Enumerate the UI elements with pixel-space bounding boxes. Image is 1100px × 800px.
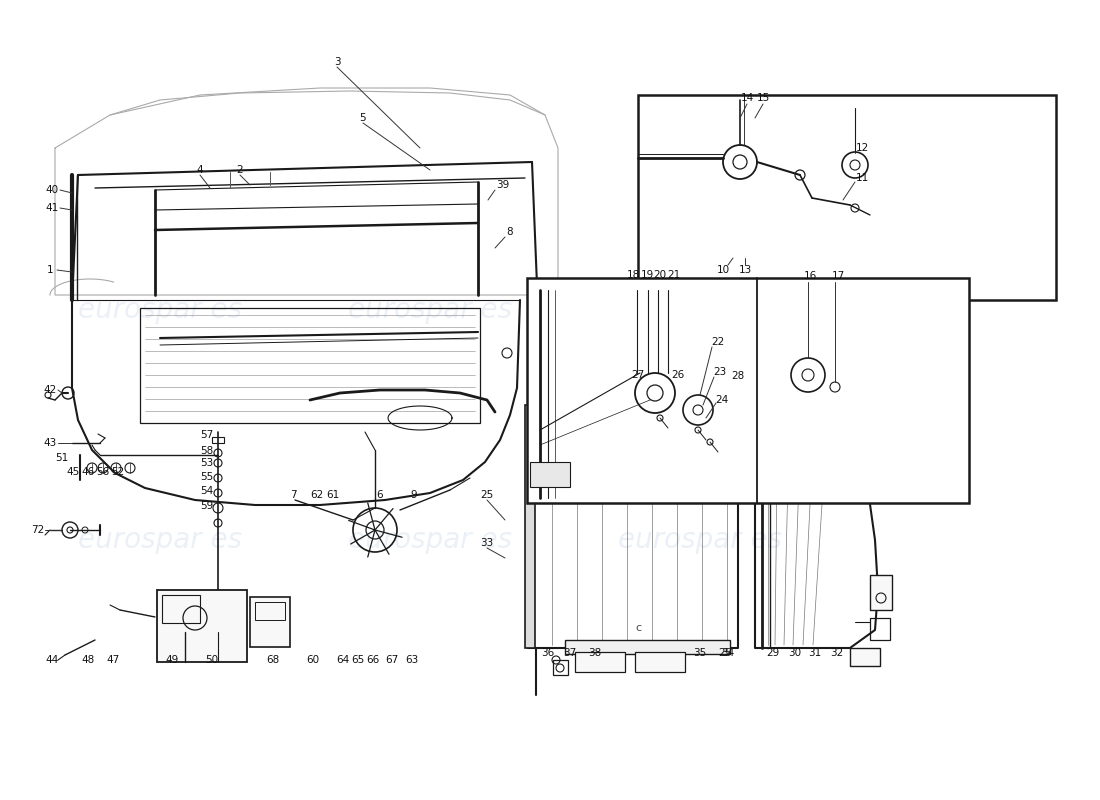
- Text: 39: 39: [496, 180, 509, 190]
- Text: 32: 32: [830, 648, 844, 658]
- Text: 48: 48: [81, 655, 95, 665]
- Text: 51: 51: [55, 453, 68, 463]
- Text: 7: 7: [289, 490, 296, 500]
- Text: c: c: [635, 623, 641, 633]
- Text: 14: 14: [740, 93, 754, 103]
- Text: 55: 55: [200, 472, 213, 482]
- Bar: [212, 437, 224, 443]
- Bar: [635, 652, 685, 672]
- Text: eurospar es: eurospar es: [78, 296, 242, 324]
- Text: 9: 9: [410, 490, 417, 500]
- Bar: [850, 648, 880, 666]
- Text: 57: 57: [200, 430, 213, 440]
- Text: 33: 33: [481, 538, 494, 548]
- Text: 29: 29: [767, 648, 780, 658]
- Text: 58: 58: [200, 446, 213, 456]
- Text: 50: 50: [206, 655, 219, 665]
- Text: 12: 12: [856, 143, 869, 153]
- Text: 13: 13: [738, 265, 751, 275]
- Text: 37: 37: [563, 648, 576, 658]
- Text: 11: 11: [856, 173, 869, 183]
- Text: 59: 59: [200, 501, 213, 511]
- Text: 8: 8: [507, 227, 514, 237]
- Text: 24: 24: [715, 395, 728, 405]
- Text: 18: 18: [626, 270, 639, 280]
- Text: 44: 44: [45, 655, 58, 665]
- Text: 62: 62: [310, 490, 323, 500]
- Text: 60: 60: [307, 655, 320, 665]
- Text: 53: 53: [200, 458, 213, 468]
- Text: eurospar es: eurospar es: [78, 526, 242, 554]
- Bar: [575, 652, 625, 672]
- Text: eurospar es: eurospar es: [618, 526, 782, 554]
- Bar: [638, 95, 1056, 300]
- Bar: [250, 597, 290, 647]
- Bar: [140, 308, 480, 423]
- Bar: [162, 595, 200, 623]
- Text: 3: 3: [333, 57, 340, 67]
- Text: 67: 67: [385, 655, 398, 665]
- Bar: [870, 575, 892, 610]
- Text: 56: 56: [97, 467, 110, 477]
- Text: 30: 30: [789, 648, 802, 658]
- Bar: [565, 640, 730, 654]
- Text: 54: 54: [200, 486, 213, 496]
- Text: 47: 47: [107, 655, 120, 665]
- Text: 10: 10: [716, 265, 729, 275]
- Text: 25: 25: [718, 648, 732, 658]
- Text: 26: 26: [671, 370, 684, 380]
- Text: 45: 45: [66, 467, 79, 477]
- Text: 16: 16: [803, 271, 816, 281]
- Text: 17: 17: [832, 271, 845, 281]
- Text: 31: 31: [808, 648, 822, 658]
- Text: eurospar es: eurospar es: [348, 526, 513, 554]
- Text: 27: 27: [631, 370, 645, 380]
- Text: 28: 28: [732, 371, 745, 381]
- Text: 35: 35: [693, 648, 706, 658]
- Text: 4: 4: [197, 165, 204, 175]
- Text: 49: 49: [165, 655, 178, 665]
- Text: 52: 52: [111, 467, 124, 477]
- Text: 2: 2: [236, 165, 243, 175]
- Text: eurospar es: eurospar es: [618, 296, 782, 324]
- Text: 15: 15: [757, 93, 770, 103]
- Bar: [530, 462, 570, 487]
- Text: 68: 68: [266, 655, 279, 665]
- Text: 6: 6: [376, 490, 383, 500]
- Bar: [527, 278, 969, 503]
- Text: 42: 42: [43, 385, 56, 395]
- Text: 46: 46: [81, 467, 95, 477]
- Text: 43: 43: [43, 438, 56, 448]
- Bar: [157, 590, 248, 662]
- Text: 21: 21: [668, 270, 681, 280]
- Text: 19: 19: [640, 270, 653, 280]
- Text: 41: 41: [45, 203, 58, 213]
- Text: 61: 61: [327, 490, 340, 500]
- Text: 72: 72: [32, 525, 45, 535]
- Text: 25: 25: [481, 490, 494, 500]
- Text: 38: 38: [588, 648, 602, 658]
- Text: 1: 1: [46, 265, 53, 275]
- Text: 40: 40: [45, 185, 58, 195]
- Bar: [255, 602, 285, 620]
- Text: eurospar es: eurospar es: [348, 296, 513, 324]
- Bar: [870, 618, 890, 640]
- Bar: [553, 660, 568, 675]
- Text: 23: 23: [714, 367, 727, 377]
- Text: 36: 36: [541, 648, 554, 658]
- Text: 66: 66: [366, 655, 379, 665]
- Text: 34: 34: [722, 648, 735, 658]
- Text: 22: 22: [712, 337, 725, 347]
- Bar: [525, 405, 535, 648]
- Text: 5: 5: [360, 113, 366, 123]
- Text: 63: 63: [406, 655, 419, 665]
- Text: 64: 64: [337, 655, 350, 665]
- Text: 20: 20: [653, 270, 667, 280]
- Text: 65: 65: [351, 655, 364, 665]
